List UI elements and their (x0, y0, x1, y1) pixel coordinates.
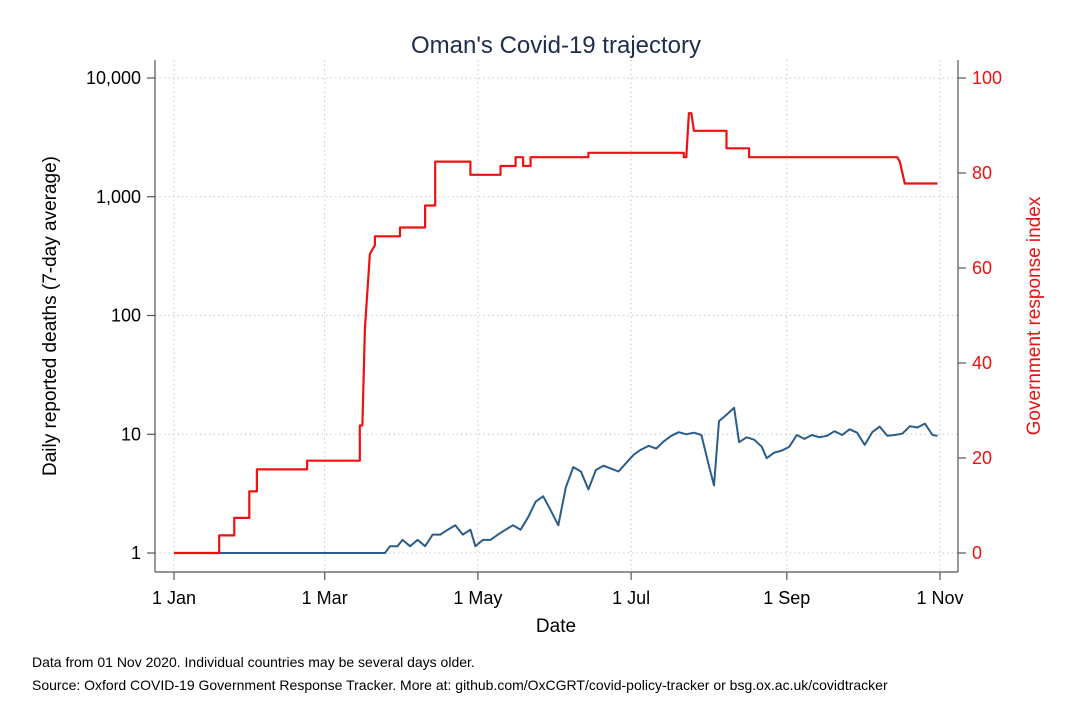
y-right-tick-label: 60 (972, 258, 992, 278)
x-tick-label: 1 Nov (916, 588, 963, 608)
y-left-tick-label: 100 (111, 306, 141, 326)
y-axis-label-left: Daily reported deaths (7-day average) (40, 156, 61, 476)
grid-lines (155, 60, 958, 572)
y-left-tick-label: 10,000 (86, 68, 141, 88)
data-note: Data from 01 Nov 2020. Individual countr… (32, 654, 475, 670)
y-axis-label-right: Government response index (1024, 196, 1045, 435)
y-left-tick-label: 1 (131, 543, 141, 563)
x-tick-label: 1 May (453, 588, 502, 608)
series-layer (174, 112, 938, 555)
chart-title: Oman's Covid-19 trajectory (411, 32, 701, 59)
y-right-tick-label: 100 (972, 68, 1002, 88)
covid-trajectory-chart: Oman's Covid-19 trajectory Date Daily re… (40, 32, 1045, 637)
y-left-tick-label: 10 (121, 424, 141, 444)
y-right-tick-label: 0 (972, 543, 982, 563)
y-right-tick-label: 80 (972, 163, 992, 183)
y-right-tick-label: 20 (972, 448, 992, 468)
x-tick-label: 1 Jan (152, 588, 196, 608)
tick-marks (147, 77, 966, 580)
x-tick-label: 1 Jul (612, 588, 650, 608)
deaths-line (174, 406, 938, 554)
x-axis-label: Date (536, 616, 576, 637)
x-tick-label: 1 Mar (302, 588, 348, 608)
x-tick-label: 1 Sep (763, 588, 810, 608)
response-index-line (174, 112, 938, 555)
y-left-tick-label: 1,000 (96, 187, 141, 207)
y-right-tick-label: 40 (972, 353, 992, 373)
source-note: Source: Oxford COVID-19 Government Respo… (32, 677, 888, 693)
